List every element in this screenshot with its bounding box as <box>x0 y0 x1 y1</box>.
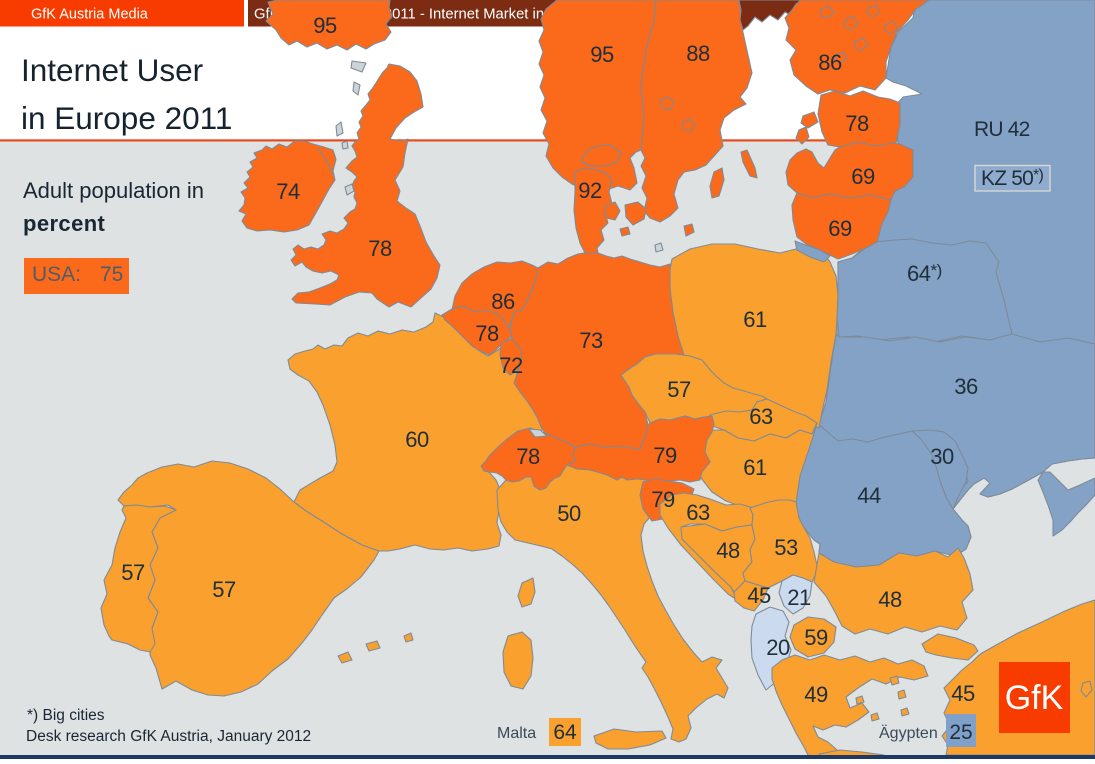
svg-text:57: 57 <box>212 577 236 602</box>
svg-text:86: 86 <box>818 50 842 75</box>
svg-text:78: 78 <box>845 111 869 136</box>
svg-text:RU 42: RU 42 <box>974 118 1030 141</box>
svg-text:in Europe 2011: in Europe 2011 <box>21 100 232 136</box>
svg-text:79: 79 <box>651 487 675 512</box>
svg-text:73: 73 <box>579 328 603 353</box>
svg-text:30: 30 <box>930 444 954 469</box>
svg-text:Ägypten: Ägypten <box>879 724 938 742</box>
svg-text:60: 60 <box>405 427 429 452</box>
svg-text:Internet User: Internet User <box>21 52 203 88</box>
svg-text:63: 63 <box>749 404 773 429</box>
svg-text:20: 20 <box>766 635 790 660</box>
svg-text:95: 95 <box>590 42 614 67</box>
svg-text:63: 63 <box>686 500 710 525</box>
svg-text:78: 78 <box>475 321 499 346</box>
svg-text:44: 44 <box>857 483 881 508</box>
svg-text:88: 88 <box>686 41 710 66</box>
svg-text:64: 64 <box>553 721 577 744</box>
svg-text:61: 61 <box>743 307 767 332</box>
svg-text:69: 69 <box>851 164 875 189</box>
svg-text:92: 92 <box>578 178 602 203</box>
svg-text:KZ 50*): KZ 50*) <box>981 167 1043 190</box>
svg-text:61: 61 <box>743 455 767 480</box>
svg-text:75: 75 <box>100 263 123 286</box>
svg-text:36: 36 <box>954 374 978 399</box>
svg-text:*) Big cities: *) Big cities <box>27 707 105 724</box>
svg-text:86: 86 <box>491 289 515 314</box>
svg-text:USA:: USA: <box>32 263 81 286</box>
svg-text:45: 45 <box>747 583 771 608</box>
svg-text:21: 21 <box>787 585 811 610</box>
svg-text:78: 78 <box>516 444 540 469</box>
svg-text:Desk research GfK Austria, Jan: Desk research GfK Austria, January 2012 <box>26 728 311 745</box>
svg-text:57: 57 <box>121 560 145 585</box>
svg-text:72: 72 <box>499 353 523 378</box>
svg-text:79: 79 <box>653 443 677 468</box>
svg-text:GfK: GfK <box>1005 679 1064 717</box>
svg-text:45: 45 <box>951 681 975 706</box>
svg-text:74: 74 <box>276 179 300 204</box>
svg-text:percent: percent <box>23 211 106 236</box>
svg-text:Malta: Malta <box>497 725 536 742</box>
svg-text:25: 25 <box>949 721 972 744</box>
svg-text:49: 49 <box>804 682 828 707</box>
svg-text:95: 95 <box>313 13 337 38</box>
svg-text:Adult population in: Adult population in <box>23 178 204 203</box>
svg-text:69: 69 <box>828 216 852 241</box>
svg-text:59: 59 <box>804 625 828 650</box>
svg-text:48: 48 <box>878 587 902 612</box>
svg-text:48: 48 <box>716 538 740 563</box>
svg-text:50: 50 <box>557 501 581 526</box>
svg-text:53: 53 <box>774 535 798 560</box>
svg-text:78: 78 <box>368 236 392 261</box>
svg-text:57: 57 <box>667 377 691 402</box>
svg-text:GfK Austria Media: GfK Austria Media <box>31 7 149 23</box>
